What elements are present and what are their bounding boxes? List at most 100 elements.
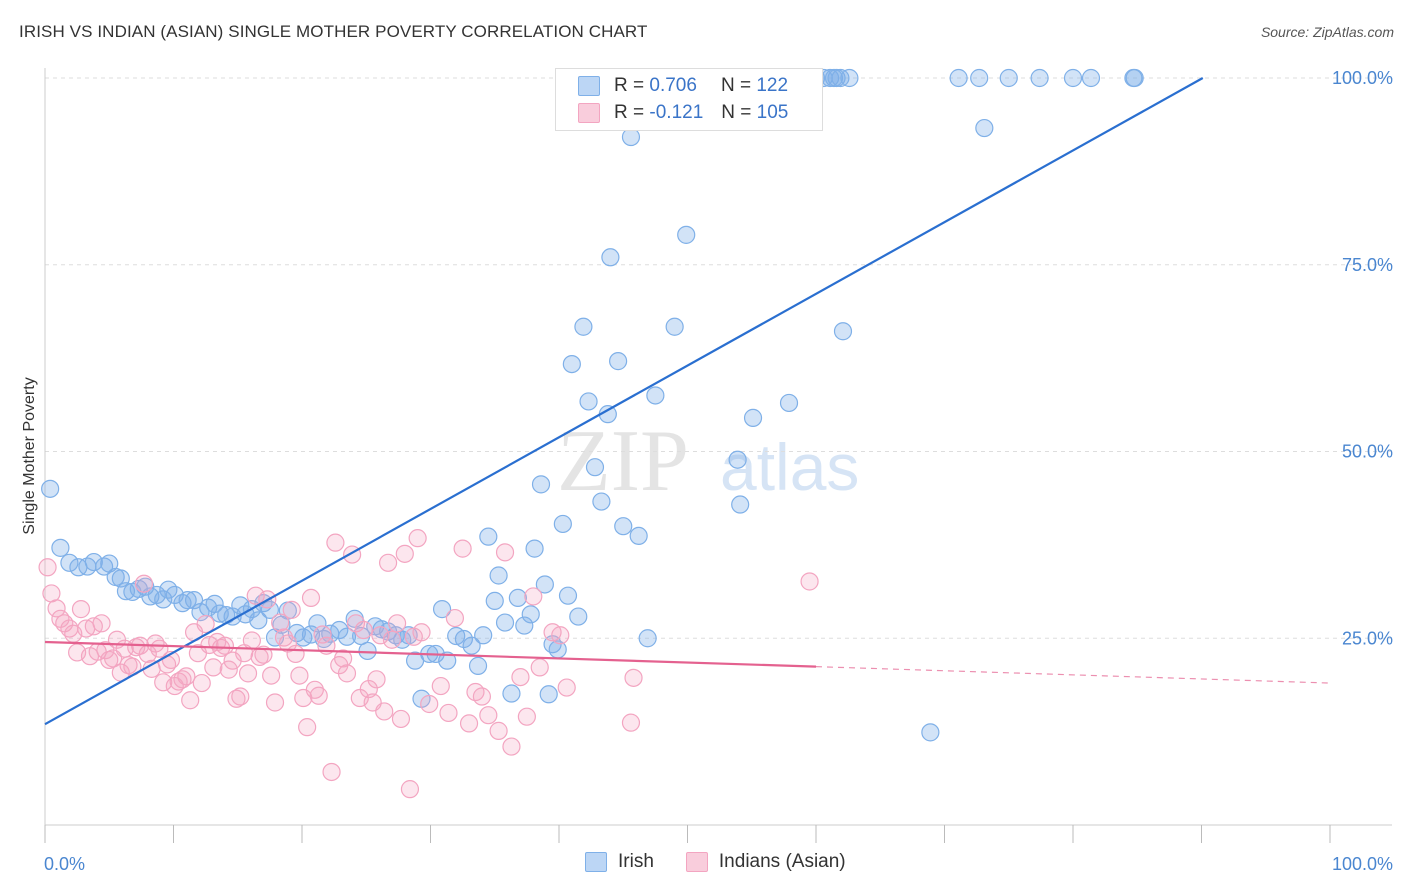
indian-point-57 (262, 666, 281, 685)
irish-point-101 (743, 408, 763, 427)
irish-point-89 (609, 352, 628, 371)
indian-point-78 (346, 614, 366, 633)
irish-point-92 (629, 526, 648, 546)
irish-r-value: 0.706 (649, 75, 697, 96)
irish-point-67 (489, 566, 508, 585)
indian-point-100 (459, 714, 479, 733)
indian-point-89 (391, 709, 411, 729)
indian-r-label: R = (614, 102, 645, 123)
irish-point-90 (614, 517, 633, 536)
indian-point-35 (177, 667, 196, 686)
irish-point-43 (330, 620, 349, 640)
indian-point-4 (55, 614, 74, 633)
indian-point-110 (530, 658, 549, 677)
irish-point-28 (231, 596, 250, 615)
irish-point-62 (462, 636, 481, 655)
indian-point-52 (242, 631, 261, 650)
irish-r-label: R = (614, 75, 645, 96)
irish-point-86 (592, 492, 611, 511)
indian-point-86 (378, 553, 398, 572)
y-tick-label-3: 100.0% (1332, 68, 1393, 88)
indian-point-115 (621, 713, 641, 732)
indian-point-102 (472, 687, 491, 706)
y-axis-label: Single Mother Poverty (21, 377, 38, 534)
irish-point-16 (154, 590, 173, 609)
indian-point-98 (445, 608, 465, 628)
irish-point-94 (646, 386, 665, 405)
indian-point-2 (47, 599, 66, 618)
irish-point-64 (474, 626, 493, 645)
irish-point-118 (970, 68, 989, 88)
indian-point-105 (495, 543, 515, 562)
indian-point-67 (301, 588, 321, 608)
indian-point-24 (134, 574, 154, 593)
irish-point-120 (999, 68, 1018, 88)
irish-point-68 (495, 613, 515, 632)
indian-point-107 (511, 667, 530, 687)
irish-point-117 (949, 68, 968, 88)
gridlines (45, 77, 1392, 639)
indian-point-16 (104, 649, 123, 668)
indian-point-29 (154, 673, 173, 692)
irish-point-114 (824, 68, 844, 88)
chart-title: IRISH VS INDIAN (ASIAN) SINGLE MOTHER PO… (19, 22, 648, 41)
y-tick-label-2: 75.0% (1342, 255, 1393, 275)
indian-trend-line (44, 640, 817, 668)
irish-point-95 (665, 317, 684, 336)
irish-point-47 (358, 641, 377, 661)
irish-point-24 (205, 594, 224, 613)
irish-point-112 (833, 322, 853, 341)
irish-point-31 (249, 611, 268, 630)
irish-point-70 (508, 588, 527, 608)
indian-point-0 (38, 558, 57, 577)
indian-point-51 (238, 664, 258, 683)
y-tick-label-0: 25.0% (1342, 628, 1393, 648)
legend-irish-label: Irish (618, 851, 654, 872)
tick-labels: 25.0% 50.0% 75.0% 100.0% 0.0% 100.0% (44, 68, 1393, 874)
indian-point-95 (420, 694, 439, 714)
svg-text:ZIP: ZIP (557, 413, 689, 510)
irish-point-81 (562, 355, 581, 374)
irish-point-84 (579, 392, 598, 411)
indian-point-8 (71, 600, 91, 619)
irish-point-61 (454, 629, 474, 649)
indian-point-99 (453, 539, 472, 558)
irish-point-40 (308, 614, 327, 633)
legend-item-irish: Irish (585, 851, 654, 873)
irish-point-85 (585, 458, 605, 477)
indian-point-70 (313, 625, 332, 644)
irish-point-121 (1030, 68, 1049, 88)
indian-n-label: N = (721, 102, 752, 123)
indian-point-80 (354, 620, 373, 640)
irish-point-82 (569, 607, 588, 626)
legend-irish-swatch (585, 852, 607, 872)
series-legend: Irish Indians (Asian) (585, 851, 878, 873)
indian-point-72 (322, 762, 341, 782)
indian-point-97 (439, 703, 458, 723)
indian-point-40 (196, 614, 215, 634)
svg-text:atlas: atlas (720, 430, 859, 504)
irish-point-119 (975, 118, 994, 138)
indian-point-106 (502, 737, 521, 756)
irish-point-5 (84, 552, 103, 572)
indian-point-81 (359, 679, 378, 699)
indian-point-113 (557, 678, 576, 697)
x-tick-label-0: 0.0% (44, 854, 85, 874)
indian-point-58 (265, 693, 285, 712)
irish-point-2 (60, 553, 79, 572)
legend-item-indian: Indians (Asian) (685, 851, 846, 873)
indian-point-116 (800, 572, 819, 591)
indian-point-66 (298, 718, 317, 737)
irish-point-116 (921, 723, 940, 742)
irish-point-88 (601, 248, 620, 267)
irish-point-93 (638, 629, 657, 648)
irish-point-104 (779, 393, 799, 413)
legend-indian-label: Indians (Asian) (718, 851, 846, 872)
irish-point-1 (51, 538, 70, 557)
irish-point-122 (1063, 68, 1083, 88)
irish-point-76 (539, 685, 558, 704)
indian-point-96 (431, 676, 450, 696)
indian-point-63 (286, 644, 305, 664)
indian-point-75 (334, 649, 353, 668)
irish-swatch (578, 76, 600, 96)
